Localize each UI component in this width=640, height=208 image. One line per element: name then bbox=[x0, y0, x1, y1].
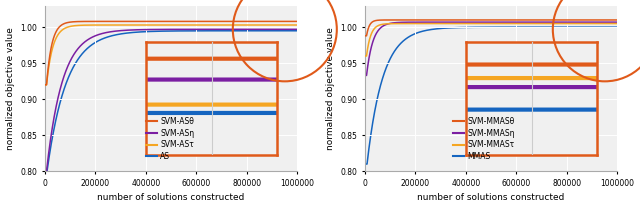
Legend: SVM-ASθ, SVM-ASη, SVM-ASτ, AS: SVM-ASθ, SVM-ASη, SVM-ASτ, AS bbox=[143, 114, 198, 164]
Legend: SVM-MMASθ, SVM-MMASη, SVM-MMASτ, MMAS: SVM-MMASθ, SVM-MMASη, SVM-MMASτ, MMAS bbox=[449, 114, 518, 164]
Y-axis label: normalized objective value: normalized objective value bbox=[326, 27, 335, 150]
X-axis label: number of solutions constructed: number of solutions constructed bbox=[417, 193, 564, 202]
Y-axis label: normalized objective value: normalized objective value bbox=[6, 27, 15, 150]
X-axis label: number of solutions constructed: number of solutions constructed bbox=[97, 193, 244, 202]
